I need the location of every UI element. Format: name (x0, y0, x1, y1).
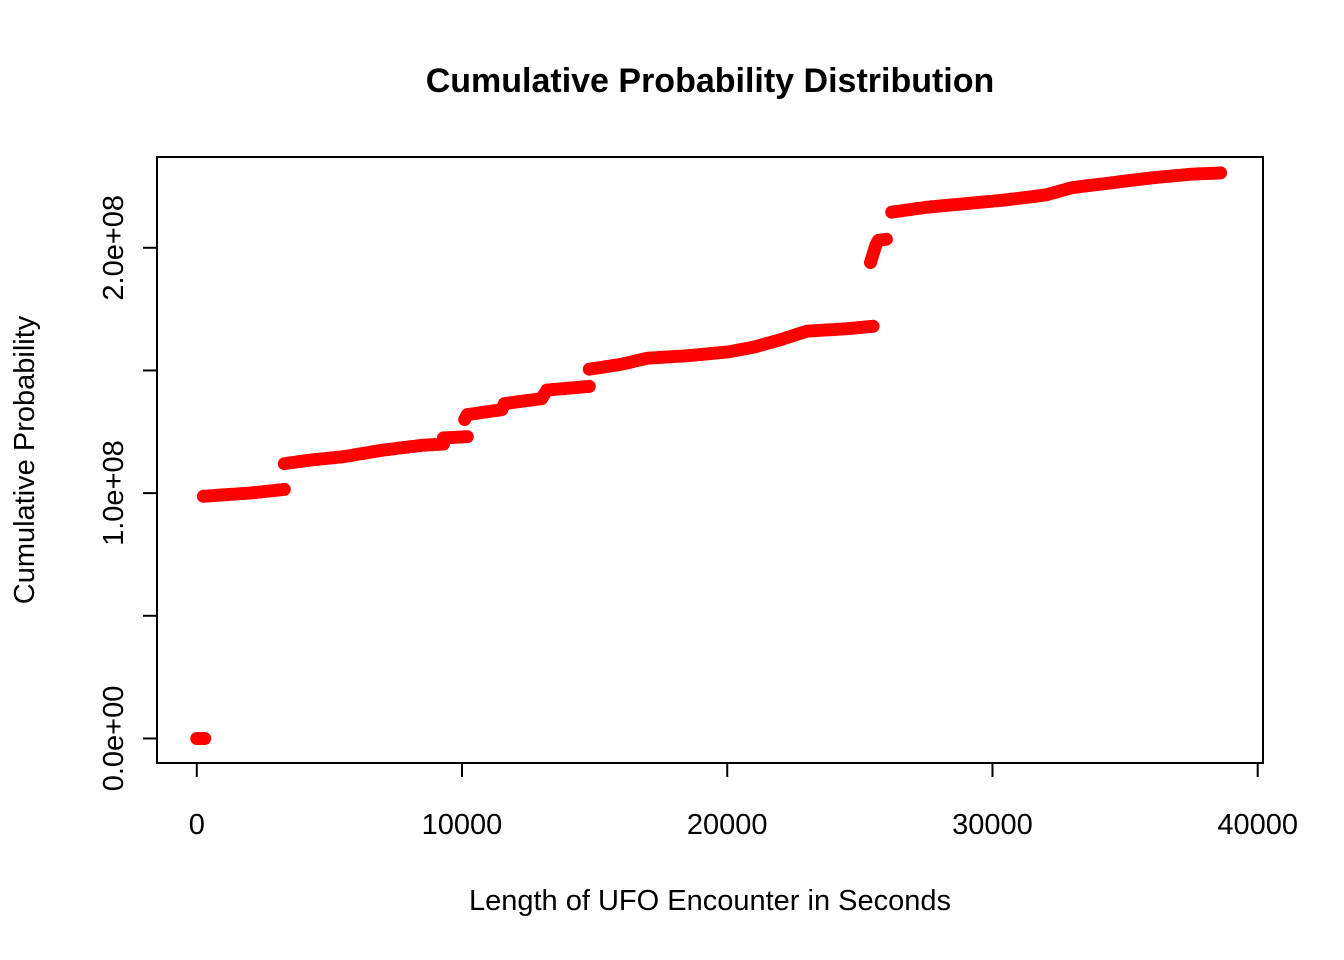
y-axis-label: Cumulative Probability (9, 315, 41, 604)
x-tick-label: 30000 (952, 809, 1033, 841)
data-point (866, 319, 880, 333)
x-tick-label: 10000 (422, 809, 503, 841)
data-point (460, 430, 474, 444)
data-point (198, 732, 212, 745)
y-tick-label: 0.0e+00 (98, 686, 130, 792)
data-points (190, 166, 1228, 745)
x-tick-label: 40000 (1217, 809, 1298, 841)
y-tick-label: 2.0e+08 (98, 195, 130, 301)
x-tick-label: 20000 (687, 809, 768, 841)
x-axis-label: Length of UFO Encounter in Seconds (469, 885, 951, 917)
data-point (1214, 166, 1228, 180)
chart-title: Cumulative Probability Distribution (426, 62, 995, 100)
x-tick-label: 0 (189, 809, 205, 841)
data-point (277, 482, 291, 496)
data-point (582, 379, 596, 393)
y-tick-label: 1.0e+08 (98, 440, 130, 546)
data-point (879, 232, 893, 246)
y-axis: 0.0e+00 1.0e+08 2.0e+08 (98, 195, 158, 792)
x-axis: 0 10000 20000 30000 40000 (189, 762, 1298, 841)
